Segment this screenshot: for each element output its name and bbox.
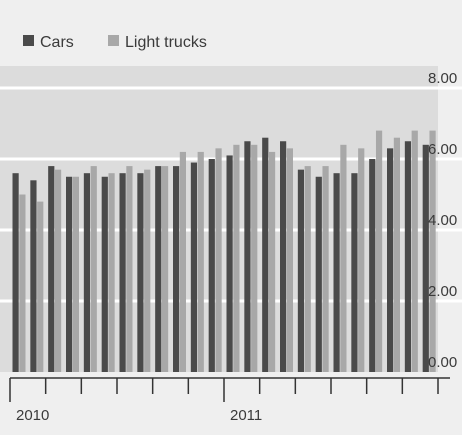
bar-light-trucks (304, 166, 311, 372)
bar-light-trucks (251, 144, 258, 372)
bar-cars (66, 176, 73, 372)
bar-light-trucks (268, 151, 276, 372)
bar-light-trucks (233, 144, 240, 372)
bar-cars (262, 137, 269, 372)
bar-cars (12, 173, 19, 372)
bar-cars (315, 176, 322, 372)
legend: Cars Light trucks (23, 34, 207, 51)
bar-cars (83, 173, 91, 372)
bar-cars (190, 162, 198, 372)
bar-light-trucks (286, 148, 293, 372)
bar-light-trucks (161, 166, 169, 372)
bar-cars (280, 141, 287, 372)
bar-light-trucks (215, 148, 222, 372)
x-year-label: 2011 (230, 407, 262, 424)
bar-cars (369, 159, 376, 372)
bar-light-trucks (393, 137, 400, 372)
bar-light-trucks (429, 130, 436, 372)
bars (12, 130, 436, 372)
bar-cars (155, 166, 162, 372)
bar-cars (226, 155, 233, 372)
legend-label-light-trucks: Light trucks (125, 34, 207, 51)
bar-cars (351, 173, 358, 372)
bar-cars (119, 173, 126, 372)
bar-light-trucks (90, 166, 97, 372)
bar-cars (422, 144, 429, 372)
bar-light-trucks (72, 176, 79, 372)
y-tick-label: 2.00 (428, 283, 457, 300)
bar-light-trucks (126, 166, 133, 372)
y-tick-labels: 0.00 2.00 4.00 6.00 8.00 (428, 70, 457, 371)
bar-light-trucks (179, 151, 186, 372)
bar-light-trucks (144, 169, 151, 372)
bar-cars (244, 141, 251, 372)
bar-cars (173, 166, 180, 372)
bar-light-trucks (358, 148, 365, 372)
legend-label-cars: Cars (40, 34, 74, 51)
bar-cars (101, 176, 108, 372)
bar-cars (208, 159, 215, 372)
bar-light-trucks (19, 194, 26, 372)
x-tick-labels: 2010 2011 (16, 407, 262, 424)
bar-light-trucks (108, 173, 115, 372)
bar-light-trucks (37, 201, 44, 372)
bar-light-trucks (197, 151, 204, 372)
legend-swatch-cars (23, 35, 34, 46)
bar-cars (387, 148, 394, 372)
bar-light-trucks (340, 144, 347, 372)
bar-light-trucks (411, 130, 418, 372)
x-axis (9, 377, 450, 402)
bar-light-trucks (375, 130, 383, 372)
bar-cars (48, 166, 55, 372)
bar-light-trucks (322, 166, 329, 372)
y-tick-label: 4.00 (428, 212, 457, 229)
bar-cars (333, 173, 340, 372)
y-tick-label: 6.00 (428, 141, 457, 158)
legend-swatch-light-trucks (108, 35, 119, 46)
y-tick-label: 0.00 (428, 354, 457, 371)
bar-cars (404, 141, 412, 372)
bar-cars (137, 173, 144, 372)
x-year-label: 2010 (16, 407, 49, 424)
bar-cars (30, 180, 37, 372)
bar-cars (297, 169, 305, 372)
y-tick-label: 8.00 (428, 70, 457, 87)
bar-light-trucks (54, 169, 62, 372)
